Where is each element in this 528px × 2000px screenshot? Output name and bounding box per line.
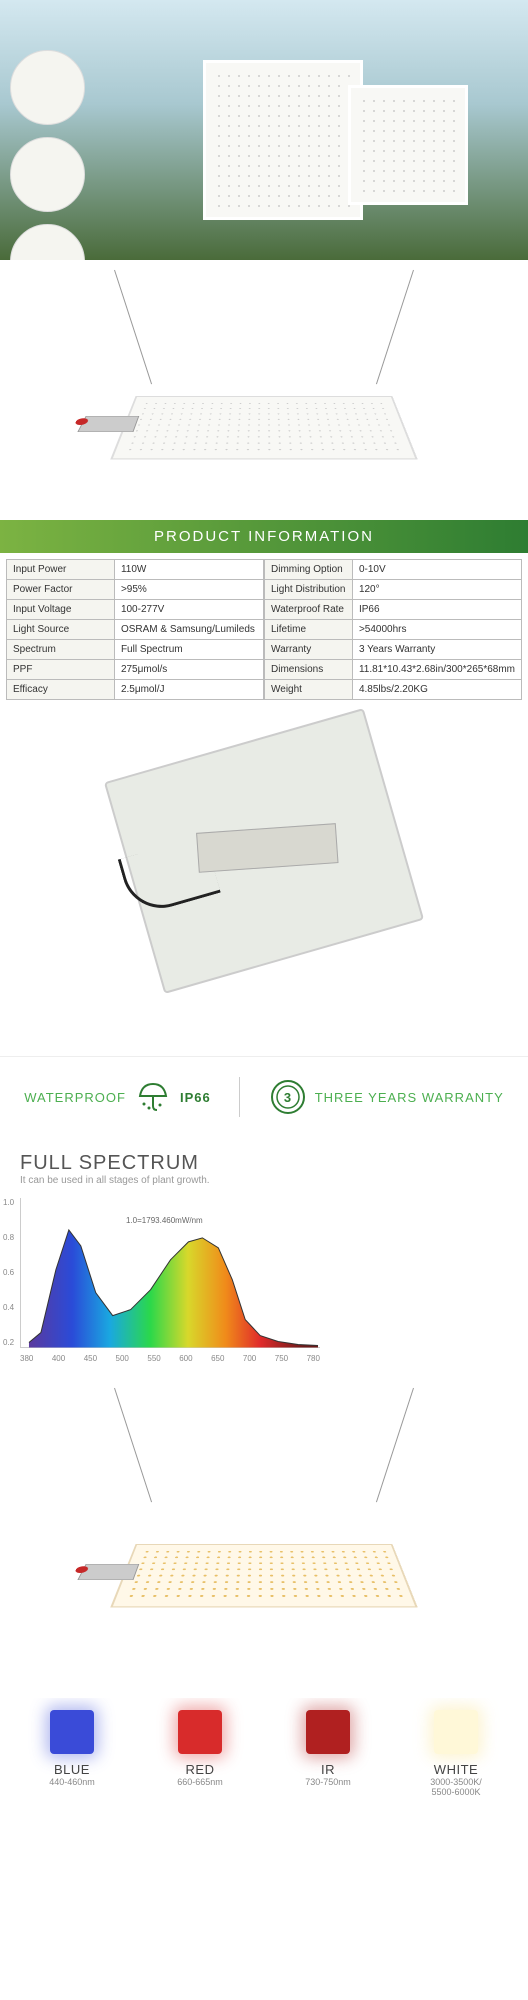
spec-row: Light Distribution120°: [265, 580, 522, 600]
spec-row: Input Power110W: [7, 560, 264, 580]
spec-value: 4.85lbs/2.20KG: [352, 680, 521, 700]
spec-row: Lifetime>54000hrs: [265, 620, 522, 640]
product-back-image: [0, 706, 528, 996]
panel-large: [203, 60, 363, 220]
panel-front: [110, 396, 418, 460]
spec-row: SpectrumFull Spectrum: [7, 640, 264, 660]
spec-value: 0-10V: [352, 560, 521, 580]
hero-image: [0, 0, 528, 260]
ip-rating: IP66: [180, 1090, 211, 1105]
color-item: BLUE440-460nm: [8, 1710, 136, 1797]
spec-label: Input Power: [7, 560, 115, 580]
spec-row: Weight4.85lbs/2.20KG: [265, 680, 522, 700]
spectrum-x-axis: 380400450500550600650700750780: [20, 1354, 320, 1363]
spec-value: >95%: [114, 580, 263, 600]
spec-label: Warranty: [265, 640, 353, 660]
spec-row: Warranty3 Years Warranty: [265, 640, 522, 660]
warranty-badge: 3 THREE YEARS WARRANTY: [269, 1078, 504, 1116]
color-name: IR: [264, 1762, 392, 1777]
warranty-label: THREE YEARS WARRANTY: [315, 1090, 504, 1105]
spec-label: Light Source: [7, 620, 115, 640]
spec-label: Efficacy: [7, 680, 115, 700]
spec-value: 2.5μmol/J: [114, 680, 263, 700]
color-name: RED: [136, 1762, 264, 1777]
color-swatch: [434, 1710, 478, 1754]
spec-label: Spectrum: [7, 640, 115, 660]
thumb-leds: [10, 137, 85, 212]
spec-value: 275μmol/s: [114, 660, 263, 680]
spec-row: Dimming Option0-10V: [265, 560, 522, 580]
spec-label: Lifetime: [265, 620, 353, 640]
color-range: 3000-3500K/ 5500-6000K: [392, 1777, 520, 1797]
spectrum-subtitle: It can be used in all stages of plant gr…: [20, 1175, 508, 1186]
spec-table-right: Dimming Option0-10VLight Distribution120…: [264, 559, 522, 700]
color-item: RED660-665nm: [136, 1710, 264, 1797]
spec-value: OSRAM & Samsung/Lumileds: [114, 620, 263, 640]
spec-label: Power Factor: [7, 580, 115, 600]
thumb-closeup: [10, 224, 85, 260]
warranty-seal-icon: 3: [269, 1078, 307, 1116]
hero-panels: [203, 60, 468, 220]
spec-row: Efficacy2.5μmol/J: [7, 680, 264, 700]
color-row: BLUE440-460nmRED660-665nmIR730-750nmWHIT…: [0, 1698, 528, 1817]
panel-small: [348, 85, 468, 205]
spec-table-left: Input Power110WPower Factor>95%Input Vol…: [6, 559, 264, 700]
waterproof-label: WATERPROOF: [24, 1090, 126, 1105]
spec-label: Weight: [265, 680, 353, 700]
driver-back: [196, 824, 338, 874]
spectrum-chart: 1.00.80.60.40.2 1.0=1793.460mW/nm: [20, 1198, 320, 1348]
spec-value: 110W: [114, 560, 263, 580]
color-swatch: [50, 1710, 94, 1754]
color-swatch: [178, 1710, 222, 1754]
spec-value: IP66: [352, 600, 521, 620]
spec-label: Input Voltage: [7, 600, 115, 620]
spectrum-title: FULL SPECTRUM: [20, 1152, 508, 1175]
spec-value: 11.81*10.43*2.68in/300*265*68mm: [352, 660, 521, 680]
spec-label: PPF: [7, 660, 115, 680]
section-header: PRODUCT INFORMATION: [0, 520, 528, 553]
color-range: 730-750nm: [264, 1777, 392, 1787]
warm-product-image: [0, 1378, 528, 1698]
spec-value: 100-277V: [114, 600, 263, 620]
umbrella-icon: [134, 1078, 172, 1116]
spec-row: Waterproof RateIP66: [265, 600, 522, 620]
panel-warm: [110, 1544, 418, 1608]
spectrum-section: FULL SPECTRUM It can be used in all stag…: [0, 1137, 528, 1378]
spec-value: 3 Years Warranty: [352, 640, 521, 660]
spec-label: Waterproof Rate: [265, 600, 353, 620]
feature-thumbnails: [10, 50, 85, 260]
color-item: WHITE3000-3500K/ 5500-6000K: [392, 1710, 520, 1797]
color-name: WHITE: [392, 1762, 520, 1777]
spectrum-y-axis: 1.00.80.60.40.2: [3, 1198, 14, 1347]
color-range: 440-460nm: [8, 1777, 136, 1787]
spec-tables: Input Power110WPower Factor>95%Input Vol…: [0, 553, 528, 706]
color-range: 660-665nm: [136, 1777, 264, 1787]
spec-value: 120°: [352, 580, 521, 600]
hanging-product-image: [0, 260, 528, 520]
spec-row: Dimensions11.81*10.43*2.68in/300*265*68m…: [265, 660, 522, 680]
spec-row: PPF275μmol/s: [7, 660, 264, 680]
spec-value: Full Spectrum: [114, 640, 263, 660]
panel-back: [104, 708, 424, 994]
color-item: IR730-750nm: [264, 1710, 392, 1797]
spec-row: Input Voltage100-277V: [7, 600, 264, 620]
badge-row: WATERPROOF IP66 3 THREE YEARS WARRANTY: [0, 1056, 528, 1137]
power-cable: [118, 834, 221, 916]
color-swatch: [306, 1710, 350, 1754]
waterproof-badge: WATERPROOF IP66: [24, 1078, 210, 1116]
thumb-driver: [10, 50, 85, 125]
svg-text:3: 3: [284, 1090, 292, 1105]
spec-label: Light Distribution: [265, 580, 353, 600]
divider: [239, 1077, 240, 1117]
spec-label: Dimming Option: [265, 560, 353, 580]
spec-value: >54000hrs: [352, 620, 521, 640]
spec-label: Dimensions: [265, 660, 353, 680]
spec-row: Power Factor>95%: [7, 580, 264, 600]
color-name: BLUE: [8, 1762, 136, 1777]
spec-row: Light SourceOSRAM & Samsung/Lumileds: [7, 620, 264, 640]
